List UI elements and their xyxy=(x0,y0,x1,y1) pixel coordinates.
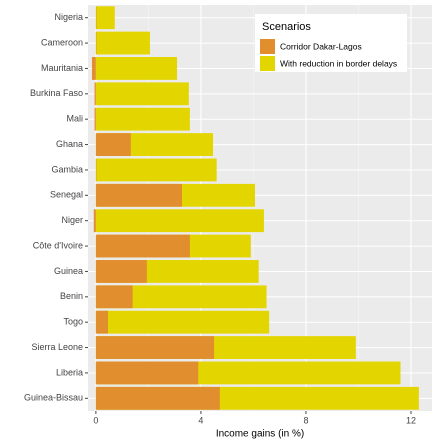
y-tick-label: Sierra Leone xyxy=(31,342,83,352)
y-tick-label: Senegal xyxy=(50,190,83,200)
bar xyxy=(95,336,215,359)
bar xyxy=(94,82,96,106)
legend-key xyxy=(260,39,275,54)
y-tick-label: Niger xyxy=(61,215,83,225)
bar xyxy=(95,310,108,334)
bar xyxy=(91,57,96,80)
y-tick-label: Liberia xyxy=(56,367,83,377)
bar xyxy=(95,285,267,309)
legend-box xyxy=(255,14,407,72)
y-tick-label: Togo xyxy=(63,317,83,327)
y-tick-label: Benin xyxy=(60,291,83,301)
x-tick-label: 8 xyxy=(303,415,308,425)
legend-title: Scenarios xyxy=(262,21,311,33)
x-axis-label: Income gains (in %) xyxy=(216,429,304,440)
bar xyxy=(95,107,190,131)
y-tick-label: Guinea-Bissau xyxy=(24,393,83,403)
bar xyxy=(95,57,178,80)
y-tick-label: Nigeria xyxy=(54,12,83,22)
bar xyxy=(95,6,115,30)
y-tick-label: Ghana xyxy=(56,139,83,149)
legend-key xyxy=(260,56,275,71)
bar xyxy=(95,158,217,182)
bar xyxy=(95,133,131,156)
y-tick-label: Guinea xyxy=(54,266,83,276)
y-tick-label: Cameroon xyxy=(41,37,83,47)
y-tick-label: Mauritania xyxy=(41,63,83,73)
bar xyxy=(95,361,199,385)
bar xyxy=(95,260,147,283)
legend-label: Corridor Dakar-Lagos xyxy=(280,41,362,51)
x-tick-label: 0 xyxy=(93,415,98,425)
bar xyxy=(94,107,96,131)
bar xyxy=(95,310,270,334)
y-tick-label: Côte d'Ivoire xyxy=(33,240,83,250)
bar xyxy=(95,82,189,106)
bar xyxy=(95,285,133,309)
bar xyxy=(93,209,96,233)
y-tick-label: Burkina Faso xyxy=(30,88,83,98)
legend-label: With reduction in border delays xyxy=(280,58,397,68)
x-tick-label: 4 xyxy=(198,415,203,425)
y-tick-label: Gambia xyxy=(51,164,83,174)
bar xyxy=(95,386,220,410)
y-tick-label: Mali xyxy=(66,114,83,124)
bar xyxy=(95,234,190,258)
bar xyxy=(95,209,264,233)
bar xyxy=(95,183,183,207)
bar xyxy=(95,6,97,30)
x-tick-label: 12 xyxy=(406,415,416,425)
bar xyxy=(95,158,97,182)
bar xyxy=(95,31,97,55)
bar xyxy=(95,31,150,55)
